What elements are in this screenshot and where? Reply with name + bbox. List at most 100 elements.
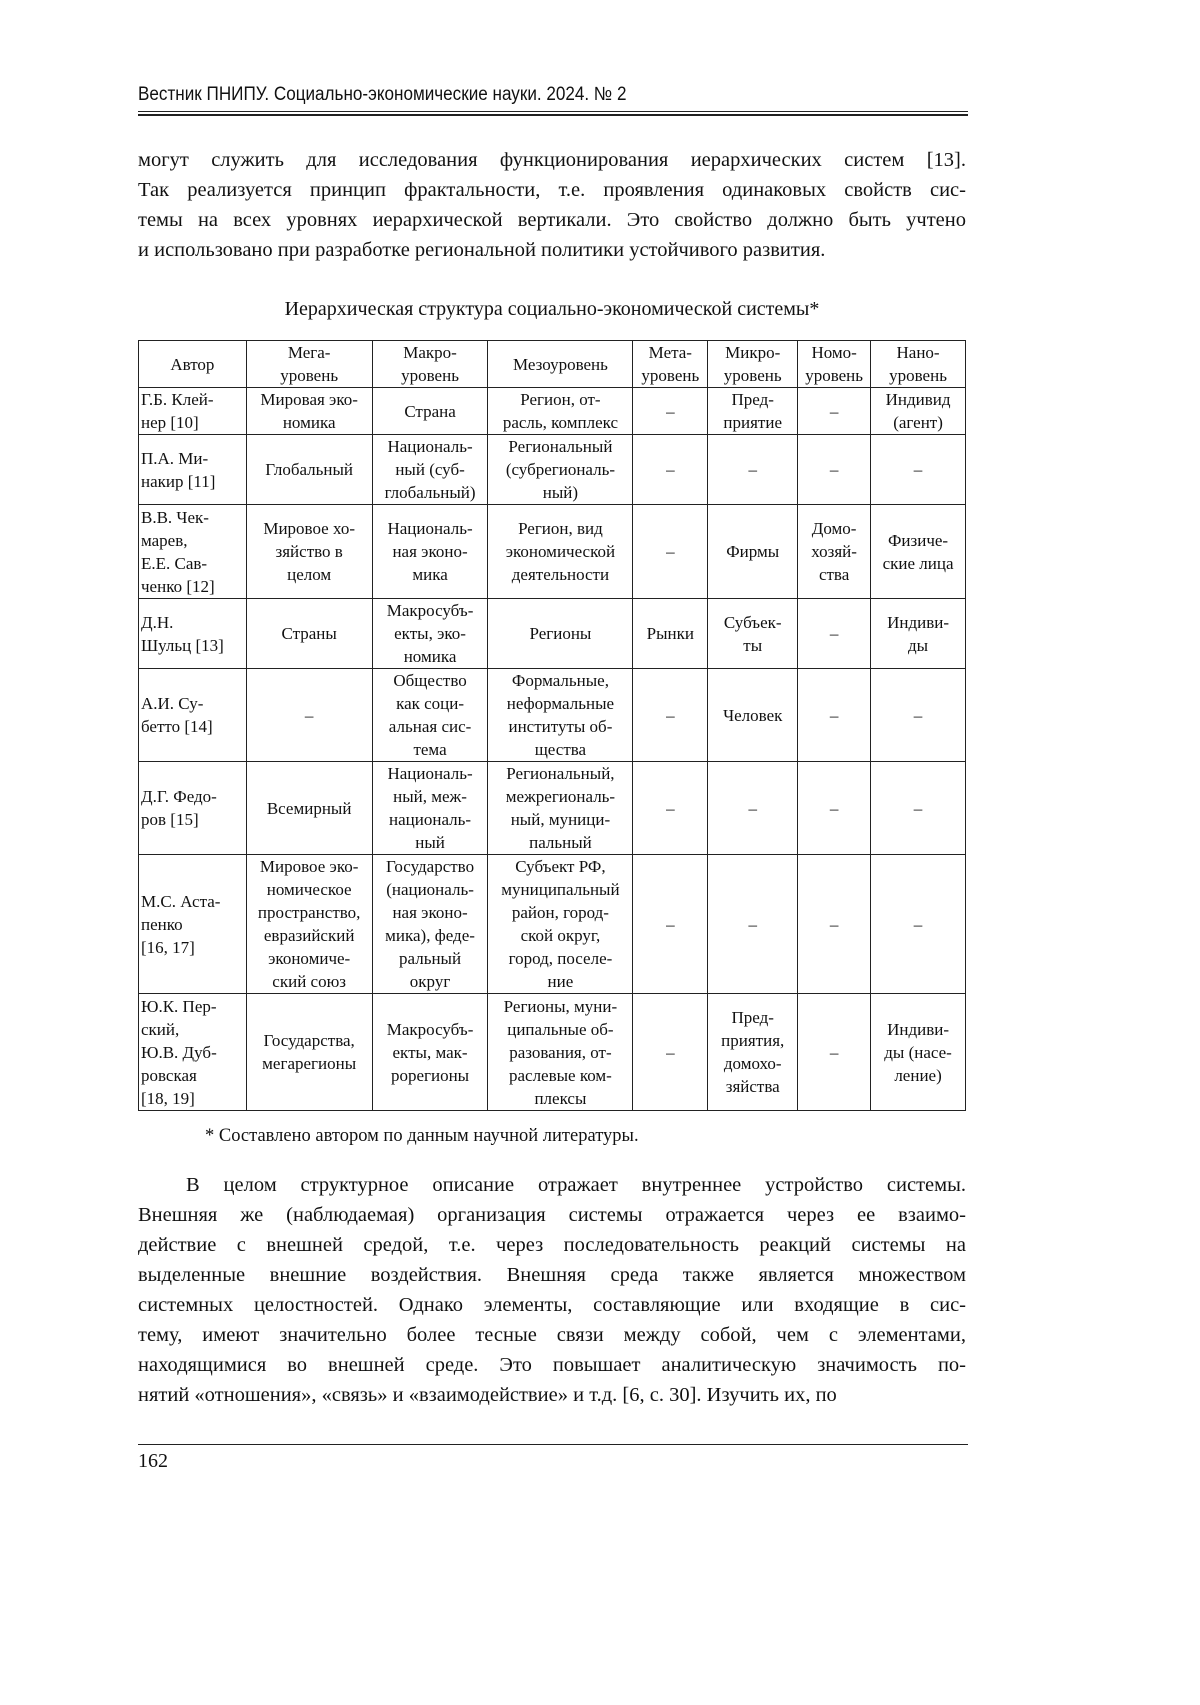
author-cell: Д.Г. Федо- ров [15] xyxy=(139,762,247,855)
table-row: Д.Г. Федо- ров [15]ВсемирныйНациональ- н… xyxy=(139,762,966,855)
footer-rule xyxy=(138,1444,968,1445)
column-header: Мезоуровень xyxy=(488,341,633,388)
table-cell: – xyxy=(633,388,708,435)
author-cell: Д.Н. Шульц [13] xyxy=(139,599,247,669)
table-row: Д.Н. Шульц [13]СтраныМакросубъ- екты, эк… xyxy=(139,599,966,669)
text-line: действие с внешней средой, т.е. через по… xyxy=(138,1230,966,1260)
table-cell: – xyxy=(798,388,871,435)
table-cell: Индиви- ды (насе- ление) xyxy=(871,994,966,1111)
table-cell: – xyxy=(871,435,966,505)
table-cell: – xyxy=(708,855,798,994)
table-cell: – xyxy=(633,994,708,1111)
running-header: Вестник ПНИПУ. Социально-экономические н… xyxy=(138,84,627,106)
table-cell: Субъек- ты xyxy=(708,599,798,669)
table-cell: Националь- ный, меж- националь- ный xyxy=(372,762,488,855)
table-caption: Иерархическая структура социально-эконом… xyxy=(138,298,966,321)
table-cell: Глобальный xyxy=(246,435,372,505)
text-line: могут служить для исследования функциони… xyxy=(138,145,966,175)
text-line: системных целостностей. Однако элементы,… xyxy=(138,1290,966,1320)
author-cell: М.С. Аста- пенко [16, 17] xyxy=(139,855,247,994)
table-cell: – xyxy=(246,669,372,762)
table-cell: – xyxy=(871,762,966,855)
table-header-row: АвторМега- уровеньМакро- уровеньМезоуров… xyxy=(139,341,966,388)
table-cell: Регионы, муни- ципальные об- разования, … xyxy=(488,994,633,1111)
table-row: М.С. Аста- пенко [16, 17]Мировое эко- но… xyxy=(139,855,966,994)
table-cell: Мировое эко- номическое пространство, ев… xyxy=(246,855,372,994)
table-cell: – xyxy=(708,435,798,505)
text-line: В целом структурное описание отражает вн… xyxy=(138,1170,966,1200)
table-cell: – xyxy=(871,855,966,994)
table-cell: Субъект РФ, муниципальный район, город- … xyxy=(488,855,633,994)
column-header: Нано- уровень xyxy=(871,341,966,388)
table-cell: Страна xyxy=(372,388,488,435)
text-line: Внешняя же (наблюдаемая) организация сис… xyxy=(138,1200,966,1230)
table-row: Ю.К. Пер- ский, Ю.В. Дуб- ровская [18, 1… xyxy=(139,994,966,1111)
table-cell: – xyxy=(633,855,708,994)
table-row: В.В. Чек- марев, Е.Е. Сав- ченко [12]Мир… xyxy=(139,505,966,599)
table-cell: Регион, от- расль, комплекс xyxy=(488,388,633,435)
text-line: и использовано при разработке региональн… xyxy=(138,235,966,265)
table-cell: Регионы xyxy=(488,599,633,669)
table-cell: Макросубъ- екты, мак- рорегионы xyxy=(372,994,488,1111)
table-cell: Региональный, межрегиональ- ный, муници-… xyxy=(488,762,633,855)
table-cell: Мировое хо- зяйство в целом xyxy=(246,505,372,599)
table-cell: Государства, мегарегионы xyxy=(246,994,372,1111)
text-line: находящимися во внешней среде. Это повыш… xyxy=(138,1350,966,1380)
table-row: А.И. Су- бетто [14]–Общество как соци- а… xyxy=(139,669,966,762)
table-cell: Индиви- ды xyxy=(871,599,966,669)
table-cell: Фирмы xyxy=(708,505,798,599)
table-cell: Пред- приятия, домохо- зяйства xyxy=(708,994,798,1111)
table-cell: Человек xyxy=(708,669,798,762)
table-cell: Макросубъ- екты, эко- номика xyxy=(372,599,488,669)
column-header: Макро- уровень xyxy=(372,341,488,388)
author-cell: А.И. Су- бетто [14] xyxy=(139,669,247,762)
table-cell: Всемирный xyxy=(246,762,372,855)
paragraph-1: могут служить для исследования функциони… xyxy=(138,145,966,265)
table-footnote: * Составлено автором по данным научной л… xyxy=(205,1126,639,1147)
table-cell: – xyxy=(798,669,871,762)
document-page: Вестник ПНИПУ. Социально-экономические н… xyxy=(0,0,1200,1705)
author-cell: Г.Б. Клей- нер [10] xyxy=(139,388,247,435)
table-cell: Домо- хозяй- ства xyxy=(798,505,871,599)
table-cell: Рынки xyxy=(633,599,708,669)
paragraph-2: В целом структурное описание отражает вн… xyxy=(138,1170,966,1410)
table-cell: Общество как соци- альная сис- тема xyxy=(372,669,488,762)
text-line: выделенные внешние воздействия. Внешняя … xyxy=(138,1260,966,1290)
table-cell: Регион, вид экономической деятельности xyxy=(488,505,633,599)
text-line: темы на всех уровнях иерархической верти… xyxy=(138,205,966,235)
table-cell: Националь- ная эконо- мика xyxy=(372,505,488,599)
table-cell: Региональный (субрегиональ- ный) xyxy=(488,435,633,505)
table-cell: – xyxy=(708,762,798,855)
table-row: П.А. Ми- накир [11]ГлобальныйНациональ- … xyxy=(139,435,966,505)
table-cell: Государство (националь- ная эконо- мика)… xyxy=(372,855,488,994)
author-cell: В.В. Чек- марев, Е.Е. Сав- ченко [12] xyxy=(139,505,247,599)
table-cell: Пред- приятие xyxy=(708,388,798,435)
hierarchy-table: АвторМега- уровеньМакро- уровеньМезоуров… xyxy=(138,340,966,1111)
table-cell: Формальные, неформальные институты об- щ… xyxy=(488,669,633,762)
header-rule xyxy=(138,111,968,116)
table-cell: Националь- ный (суб- глобальный) xyxy=(372,435,488,505)
table-cell: Мировая эко- номика xyxy=(246,388,372,435)
author-cell: П.А. Ми- накир [11] xyxy=(139,435,247,505)
text-line: тему, имеют значительно более тесные свя… xyxy=(138,1320,966,1350)
column-header: Автор xyxy=(139,341,247,388)
table-cell: – xyxy=(798,435,871,505)
text-line: нятий «отношения», «связь» и «взаимодейс… xyxy=(138,1380,966,1410)
table-cell: – xyxy=(633,505,708,599)
table-cell: – xyxy=(633,669,708,762)
table-row: Г.Б. Клей- нер [10]Мировая эко- номикаСт… xyxy=(139,388,966,435)
column-header: Микро- уровень xyxy=(708,341,798,388)
table-cell: Физиче- ские лица xyxy=(871,505,966,599)
column-header: Мега- уровень xyxy=(246,341,372,388)
text-line: Так реализуется принцип фрактальности, т… xyxy=(138,175,966,205)
table-cell: – xyxy=(798,762,871,855)
author-cell: Ю.К. Пер- ский, Ю.В. Дуб- ровская [18, 1… xyxy=(139,994,247,1111)
table-cell: – xyxy=(798,599,871,669)
page-number: 162 xyxy=(138,1450,168,1473)
table-cell: – xyxy=(798,855,871,994)
column-header: Номо- уровень xyxy=(798,341,871,388)
column-header: Мета- уровень xyxy=(633,341,708,388)
table-cell: – xyxy=(798,994,871,1111)
table-cell: Страны xyxy=(246,599,372,669)
table-cell: Индивид (агент) xyxy=(871,388,966,435)
